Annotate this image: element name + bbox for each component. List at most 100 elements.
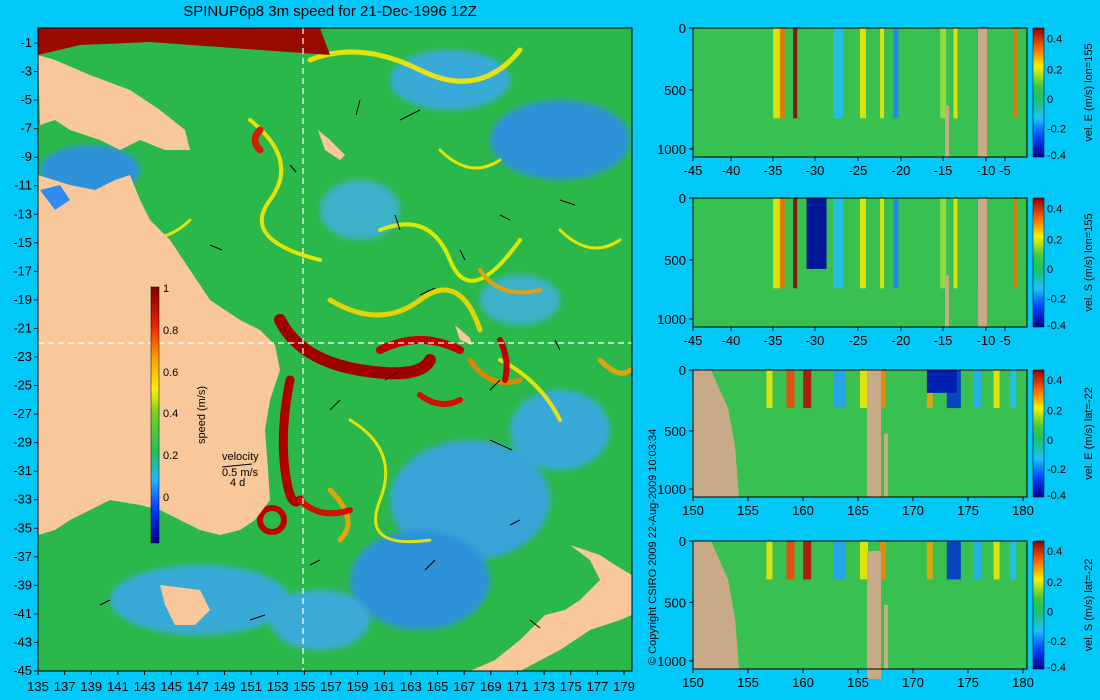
lat-tick-label: -25 [13,378,32,393]
section-frame [692,197,1028,328]
velocity-legend: velocity 0.5 m/s 4 d [221,451,259,489]
section-label: vel. S (m/s) lon=155 [1083,213,1095,311]
lat-tick-label: -45 [13,663,32,678]
section-colorbar-tick: -0.2 [1047,464,1066,476]
section-colorbar [1032,540,1045,670]
lat-tick-label: -29 [13,435,32,450]
velocity-legend-title: velocity [222,451,259,463]
section-colorbar-tick: -0.2 [1047,636,1066,648]
section-velocity-band [880,370,887,409]
section-colorbar-tick: 0.2 [1047,64,1062,76]
lon-tick-label: 171 [507,679,529,694]
section-frame [692,369,1028,498]
section-velocity-band [803,370,812,409]
lat-tick-label: -41 [13,606,32,621]
speed-colorbar-tick: 0.6 [163,367,178,379]
section-colorbar-tick: 0.4 [1047,375,1062,387]
section-x-tick-label: -40 [722,333,741,348]
section-velocity-band [766,541,773,580]
speed-colorbar-tick: 0 [163,492,169,504]
section-velocity-band [803,541,812,580]
speed-colorbar-ramp [150,286,160,544]
section-label: vel. E (m/s) lat=-22 [1083,387,1095,480]
section-velocity-band [786,370,795,409]
equatorial-current [38,28,330,55]
speed-field-features [38,28,632,650]
section-colorbar-tick: 0 [1047,435,1053,447]
speed-map: 135 137 139 141 143 145 147 149 151 153 155 157 159 1… [13,27,659,694]
velocity-legend-scale: 0.5 m/s [222,467,259,479]
section-velocity-band [833,28,844,119]
lat-tick-label: -3 [20,64,32,79]
section-x-tick-label: -20 [892,333,911,348]
section-velocity-band [833,370,846,409]
section-velocity-band [779,198,785,289]
lat-tick-label: -11 [14,178,32,193]
section-y-tick-label: 500 [664,424,686,439]
lat-tick-label: -9 [20,149,32,164]
section-land [867,551,881,679]
section-colorbar-tick: -0.4 [1047,490,1066,502]
speed-colorbar-ticks: 1 0.8 0.6 0.4 0.2 0 [163,283,178,504]
section-velocity-band [860,28,866,119]
velocity-legend-duration: 4 d [230,477,245,489]
velocity-arrows [99,99,576,629]
section-velocity-band [973,370,982,409]
lat-tick-label: -43 [13,634,32,649]
lon-tick-label: 159 [347,679,369,694]
section-colorbar-tick: 0 [1047,606,1053,618]
section-x-tick-label: 170 [902,503,924,518]
section-velocity-band [1013,198,1018,289]
section-velocity-band [833,198,844,289]
section-x-tick-label: 180 [1012,503,1034,518]
speed-colorbar: 1 0.8 0.6 0.4 0.2 0 speed (m/s) [150,283,208,544]
section-x-tick-label: -25 [849,333,868,348]
section-colorbar-tick: 0 [1047,264,1053,276]
section-frame [692,540,1028,670]
section-x-tick-label: 175 [957,675,979,690]
section-colorbar-tick: 0.2 [1047,234,1062,246]
lon-tick-label: 151 [240,679,262,694]
section-velocity-band [766,370,773,409]
section-x-tick-label: -10 [977,163,996,178]
lon-tick-label: 169 [480,679,502,694]
speed-colorbar-tick: 0.2 [163,450,178,462]
section-velocity-band [833,541,846,580]
tasmania [160,585,210,625]
lon-tick-label: 167 [453,679,475,694]
lat-tick-label: -1 [20,35,32,50]
section-y-tick-label: 0 [679,534,686,549]
velocity-legend-arrow [221,463,253,468]
section-x-tick-label: 170 [902,675,924,690]
gulf-water [40,185,70,210]
section-x-tick-label: -40 [722,163,741,178]
section-colorbar-tick: -0.2 [1047,294,1066,306]
section-x-tick-label: 160 [792,503,814,518]
section-x-tick-label: 165 [847,675,869,690]
section-x-tick-label: -45 [684,333,703,348]
copyright-text: © Copyright CSIRO 2009 22-Aug-2009 10:03… [647,429,659,665]
section-x-tick-label: -35 [764,333,783,348]
section-x-tick-label: -15 [934,333,953,348]
map-frame [37,27,633,672]
section-y-tick-label: 0 [679,363,686,378]
section-land [884,605,888,669]
section-panel-lon155-south: -45 -40 -35 -30 -25 -20 -15 -10 -5 0 500 1000 0.4 0.2… [657,191,1095,348]
section-velocity-band [893,198,899,289]
section-x-tick-label: 175 [957,503,979,518]
section-y-tick-label: 1000 [657,654,686,669]
section-velocity-band [860,541,868,580]
lon-tick-label: 147 [187,679,209,694]
section-colorbar-tick: 0 [1047,94,1053,106]
section-x-tick-label: -20 [892,163,911,178]
new-guinea [38,55,190,150]
lat-tick-label: -13 [13,206,32,221]
section-label: vel. E (m/s) lon=155 [1083,43,1095,141]
section-land [978,28,987,157]
section-velocity-band [860,370,868,409]
section-y-tick-label: 1000 [657,142,686,157]
section-x-tick-label: 150 [682,503,704,518]
lat-tick-label: -7 [20,121,32,136]
section-velocity-band [973,541,982,580]
